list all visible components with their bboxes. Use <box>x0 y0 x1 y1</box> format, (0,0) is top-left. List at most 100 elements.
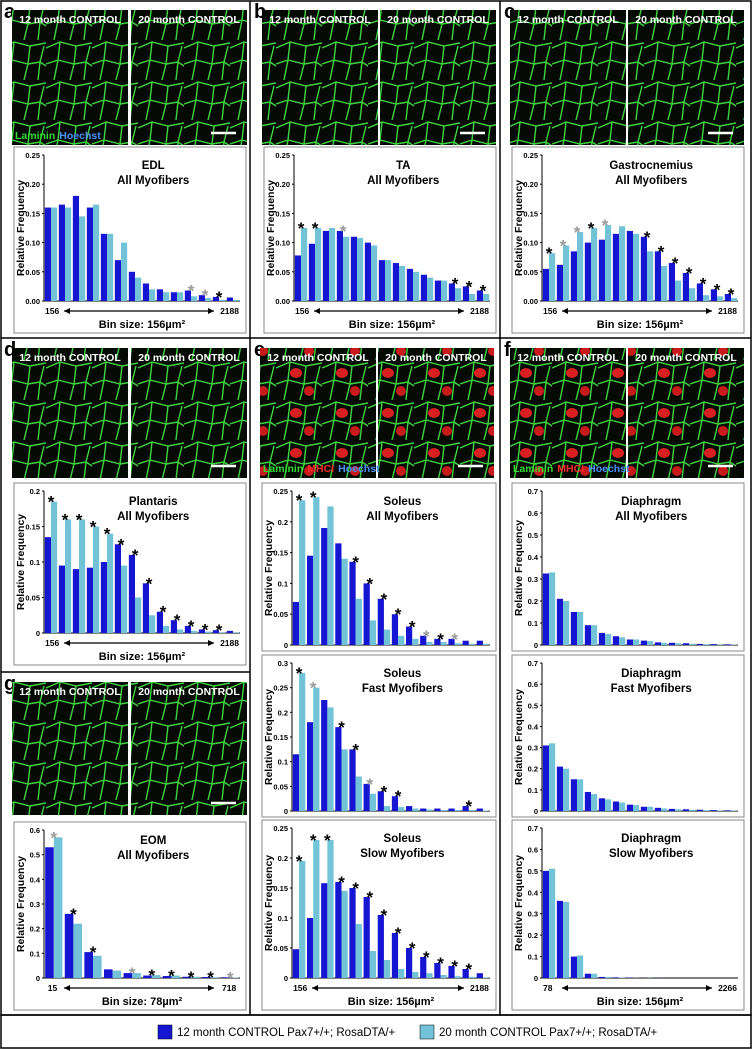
bar <box>426 641 433 645</box>
bar <box>135 277 142 301</box>
bar <box>321 527 328 645</box>
bar <box>184 625 191 633</box>
bar <box>668 808 675 811</box>
bar <box>51 207 58 301</box>
significance-star: * <box>352 740 359 759</box>
bar <box>640 236 647 301</box>
y-tick-label: 0.5 <box>528 867 538 876</box>
y-tick-label: 0.3 <box>528 575 538 584</box>
y-tick-label: 0.1 <box>528 786 538 795</box>
y-tick-label: 0.7 <box>528 824 538 833</box>
y-tick-label: 0.4 <box>528 722 539 731</box>
bar <box>476 973 483 978</box>
x-tick-label: 2266 <box>718 983 737 993</box>
chart-title: Diaphragm <box>621 833 681 845</box>
bar <box>391 796 399 811</box>
bar <box>135 597 142 633</box>
bar <box>212 296 219 301</box>
significance-star: * <box>310 488 317 507</box>
bar <box>675 643 682 645</box>
bar <box>121 242 128 301</box>
bar <box>427 277 434 301</box>
significance-star: * <box>465 797 472 816</box>
y-tick-label: 0.4 <box>30 875 41 884</box>
micrograph <box>131 348 247 478</box>
bar <box>542 268 549 301</box>
bar <box>79 216 86 301</box>
image-caption: 12 month CONTROL <box>19 686 121 698</box>
bar <box>341 558 348 645</box>
bar <box>412 972 419 978</box>
image-caption: 20 month CONTROL <box>387 14 489 26</box>
image-caption: 12 month CONTROL <box>517 352 619 364</box>
y-tick-label: 0.3 <box>30 900 40 909</box>
bar <box>301 228 308 301</box>
bar <box>462 806 469 811</box>
chart-subtitle: All Myofibers <box>366 511 438 523</box>
legend-label: 12 month CONTROL Pax7+/+; RosaDTA/+ <box>177 1027 396 1039</box>
bar <box>377 791 384 811</box>
chart-title: Soleus <box>384 668 422 680</box>
bar <box>205 298 212 301</box>
y-tick-label: 0.3 <box>528 744 538 753</box>
y-tick-label: 0 <box>36 974 40 983</box>
bar <box>162 976 172 978</box>
y-tick-label: 0.2 <box>30 925 40 934</box>
significance-star: * <box>70 905 77 924</box>
bar <box>121 565 128 633</box>
bar <box>469 293 476 301</box>
y-tick-label: 0 <box>534 807 538 816</box>
y-tick-label: 0.6 <box>528 509 538 518</box>
bar <box>710 810 717 811</box>
bar <box>364 242 371 301</box>
bar <box>163 292 170 301</box>
bar <box>294 255 301 301</box>
bar <box>703 644 710 645</box>
micrograph <box>510 348 626 478</box>
y-tick-label: 0.00 <box>275 297 290 306</box>
significance-star: * <box>395 787 402 806</box>
bar <box>315 228 322 301</box>
significance-star: * <box>602 216 609 235</box>
bar <box>335 727 342 811</box>
y-tick-label: 0.25 <box>275 151 290 160</box>
bar <box>426 973 433 978</box>
bar <box>612 636 619 645</box>
x-axis-label: Bin size: 156µm² <box>348 996 435 1008</box>
significance-star: * <box>312 219 319 238</box>
bar <box>717 810 724 811</box>
bar <box>482 977 490 978</box>
bar <box>123 973 133 978</box>
bar <box>327 840 334 978</box>
bar <box>598 976 605 978</box>
bar <box>107 533 114 633</box>
bar <box>363 583 370 645</box>
bar <box>306 555 314 645</box>
bar <box>440 975 447 978</box>
y-tick-label: 0.2 <box>528 765 538 774</box>
y-tick-label: 0.05 <box>273 782 288 791</box>
significance-star: * <box>310 831 317 850</box>
micrograph <box>12 682 128 815</box>
bar <box>149 615 156 633</box>
y-tick-label: 0.1 <box>30 949 40 958</box>
bar <box>355 924 362 978</box>
bar <box>483 293 490 301</box>
significance-star: * <box>90 518 97 537</box>
bar <box>454 810 461 811</box>
micrograph <box>131 10 247 145</box>
bar <box>605 799 612 811</box>
bar <box>455 288 462 301</box>
bar <box>563 901 570 978</box>
bar <box>398 969 405 978</box>
significance-star: * <box>686 264 693 283</box>
micrograph <box>262 10 378 145</box>
x-axis-label: Bin size: 156µm² <box>597 319 684 331</box>
y-tick-label: 0.20 <box>275 180 290 189</box>
bar <box>355 776 362 811</box>
significance-star: * <box>452 274 459 293</box>
bar <box>149 289 156 301</box>
significance-star: * <box>62 510 69 529</box>
bar <box>357 237 364 301</box>
